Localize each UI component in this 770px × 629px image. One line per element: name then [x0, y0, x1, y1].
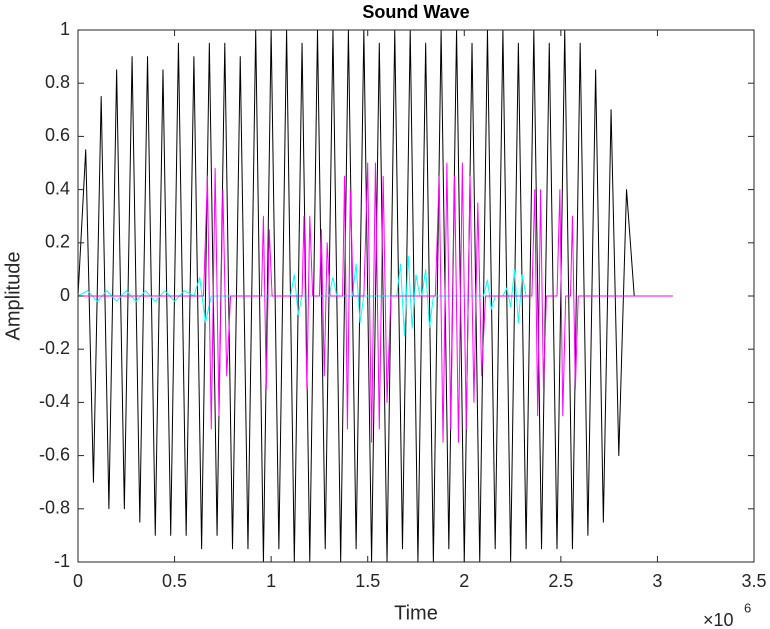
y-tick-label: 1 — [60, 19, 70, 39]
wave-line — [77, 255, 530, 337]
x-tick-label: 1 — [266, 571, 276, 591]
x-exponent-base: ×10 — [703, 610, 734, 629]
plot — [77, 29, 673, 563]
x-exponent: 6 — [744, 600, 751, 615]
x-tick-label: 1.5 — [355, 571, 380, 591]
y-tick-label: -0.8 — [39, 498, 70, 518]
wave-line — [78, 162, 673, 443]
x-tick-label: 3 — [652, 571, 662, 591]
y-tick-label: 0 — [60, 285, 70, 305]
x-tick-label: 2 — [459, 571, 469, 591]
wave-line — [77, 29, 635, 563]
y-tick-label: -0.6 — [39, 444, 70, 464]
x-tick-label: 3.5 — [741, 571, 766, 591]
y-tick-label: 0.6 — [45, 125, 70, 145]
y-tick-label: 0.4 — [45, 178, 70, 198]
y-tick-label: -1 — [54, 551, 70, 571]
chart-title: Sound Wave — [362, 2, 469, 22]
y-axis-label: Amplitude — [2, 252, 24, 341]
x-tick-label: 0 — [73, 571, 83, 591]
y-tick-label: 0.2 — [45, 232, 70, 252]
x-tick-label: 0.5 — [162, 571, 187, 591]
y-tick-label: 0.8 — [45, 72, 70, 92]
x-axis-label: Time — [394, 602, 438, 624]
y-tick-label: -0.2 — [39, 338, 70, 358]
x-tick-label: 2.5 — [548, 571, 573, 591]
y-tick-label: -0.4 — [39, 391, 70, 411]
